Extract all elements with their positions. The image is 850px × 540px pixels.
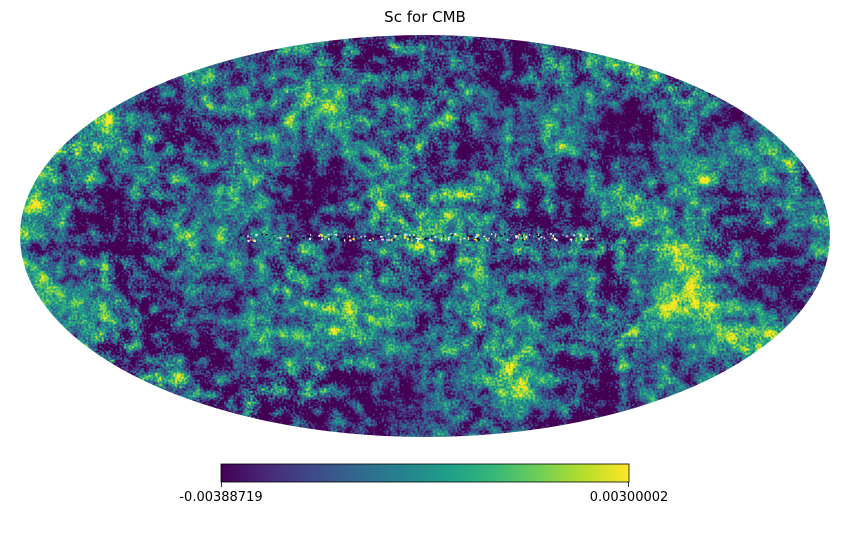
colorbar-min-label: -0.00388719 bbox=[179, 490, 262, 505]
galactic-plane-mask bbox=[238, 233, 594, 242]
colorbar-max-label: 0.00300002 bbox=[590, 490, 669, 505]
colorbar-gradient-bar bbox=[220, 463, 630, 483]
chart-title: Sc for CMB bbox=[384, 8, 466, 26]
colorbar: -0.00388719 0.00300002 bbox=[179, 463, 669, 505]
mollweide-sky-map bbox=[20, 35, 830, 437]
